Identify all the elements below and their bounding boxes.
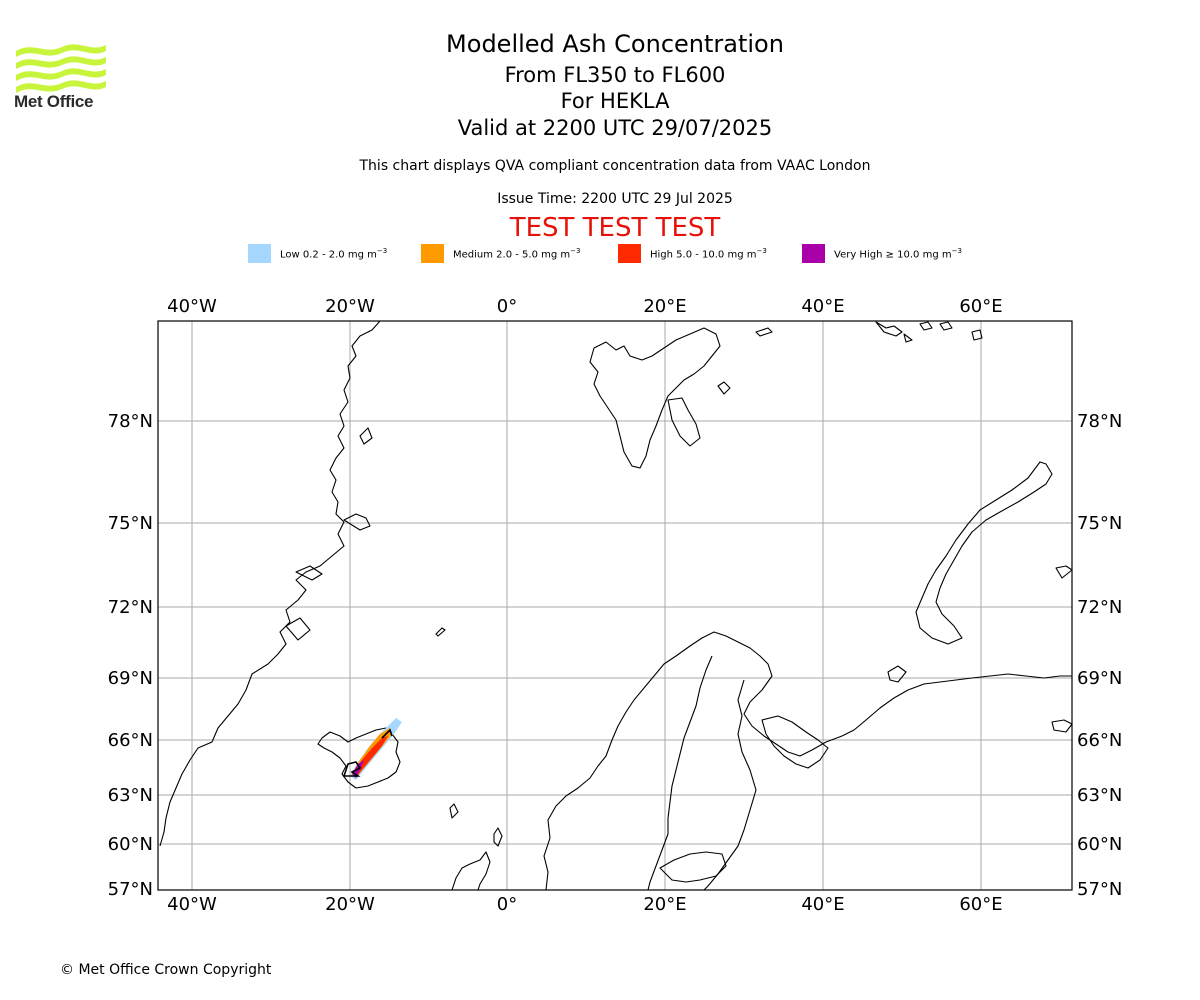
lat-label: 69°N [1077, 668, 1122, 689]
legend-swatch-medium [421, 244, 444, 263]
lat-label: 57°N [1077, 879, 1122, 900]
lon-label: 0° [497, 894, 517, 915]
valid-time: Valid at 2200 UTC 29/07/2025 [457, 116, 773, 140]
copyright-notice: © Met Office Crown Copyright [60, 962, 272, 978]
jan-mayen-coast [435, 627, 446, 637]
lat-label: 78°N [108, 411, 153, 432]
lon-label: 20°E [643, 894, 686, 915]
legend-swatch-high [618, 244, 641, 263]
lon-label: 20°E [643, 296, 686, 317]
legend-label-very-high: Very High ≥ 10.0 mg m−3 [834, 247, 962, 261]
lat-label: 75°N [1077, 513, 1122, 534]
lat-label: 63°N [108, 785, 153, 806]
scandinavia-coast [543, 631, 1072, 891]
lon-labels-top: 40°W 20°W 0° 20°E 40°E 60°E [167, 296, 1002, 317]
white-sea-coast [761, 715, 829, 769]
novaya-zemlya-coast [915, 461, 1053, 645]
lat-label: 66°N [108, 730, 153, 751]
ash-plume [350, 718, 402, 780]
chart-subtitle: This chart displays QVA compliant concen… [359, 158, 871, 174]
lat-label: 75°N [108, 513, 153, 534]
lon-label: 60°E [959, 296, 1002, 317]
legend-swatch-very-high [802, 244, 825, 263]
logo-text: Met Office [14, 92, 94, 111]
lat-label: 66°N [1077, 730, 1122, 751]
legend-label-medium: Medium 2.0 - 5.0 mg m−3 [453, 247, 581, 261]
volcano-name: For HEKLA [560, 89, 670, 113]
ash-high-region [354, 736, 388, 776]
met-office-logo-icon [16, 44, 106, 93]
coastlines [159, 320, 1073, 891]
lon-label: 40°E [801, 894, 844, 915]
iceland-coast [317, 727, 401, 789]
lon-label: 0° [497, 296, 517, 317]
lon-label: 40°W [167, 894, 217, 915]
scotland-coast [451, 851, 491, 891]
lon-labels-bottom: 40°W 20°W 0° 20°E 40°E 60°E [167, 894, 1002, 915]
bothnia-west-coast [647, 655, 713, 891]
flight-level-range: From FL350 to FL600 [504, 63, 726, 87]
lat-label: 72°N [108, 597, 153, 618]
map-frame [157, 320, 1073, 891]
lat-label: 78°N [1077, 411, 1122, 432]
lat-labels-left: 78°N 75°N 72°N 69°N 66°N 63°N 60°N 57°N [108, 411, 153, 900]
lat-label: 60°N [1077, 834, 1122, 855]
bothnia-coast [703, 679, 757, 891]
ash-area-outline [342, 728, 393, 777]
shetland-islands [493, 827, 503, 847]
lat-label: 63°N [1077, 785, 1122, 806]
lat-label: 72°N [1077, 597, 1122, 618]
lon-label: 20°W [325, 296, 375, 317]
svalbard-coast [589, 327, 721, 469]
legend-label-low: Low 0.2 - 2.0 mg m−3 [280, 247, 388, 261]
greenland-coast [159, 320, 381, 847]
lon-label: 40°E [801, 296, 844, 317]
lon-label: 60°E [959, 894, 1002, 915]
lat-label: 60°N [108, 834, 153, 855]
legend-label-high: High 5.0 - 10.0 mg m−3 [650, 247, 767, 261]
lat-label: 69°N [108, 668, 153, 689]
lon-label: 40°W [167, 296, 217, 317]
test-banner: TEST TEST TEST [509, 213, 721, 243]
chart-title: Modelled Ash Concentration [446, 30, 784, 58]
lon-label: 20°W [325, 894, 375, 915]
lat-labels-right: 78°N 75°N 72°N 69°N 66°N 63°N 60°N 57°N [1077, 411, 1122, 900]
lat-label: 57°N [108, 879, 153, 900]
grid-lines [158, 321, 1072, 890]
legend-swatch-low [248, 244, 271, 263]
issue-time: Issue Time: 2200 UTC 29 Jul 2025 [497, 191, 733, 207]
faroe-islands [449, 803, 459, 819]
